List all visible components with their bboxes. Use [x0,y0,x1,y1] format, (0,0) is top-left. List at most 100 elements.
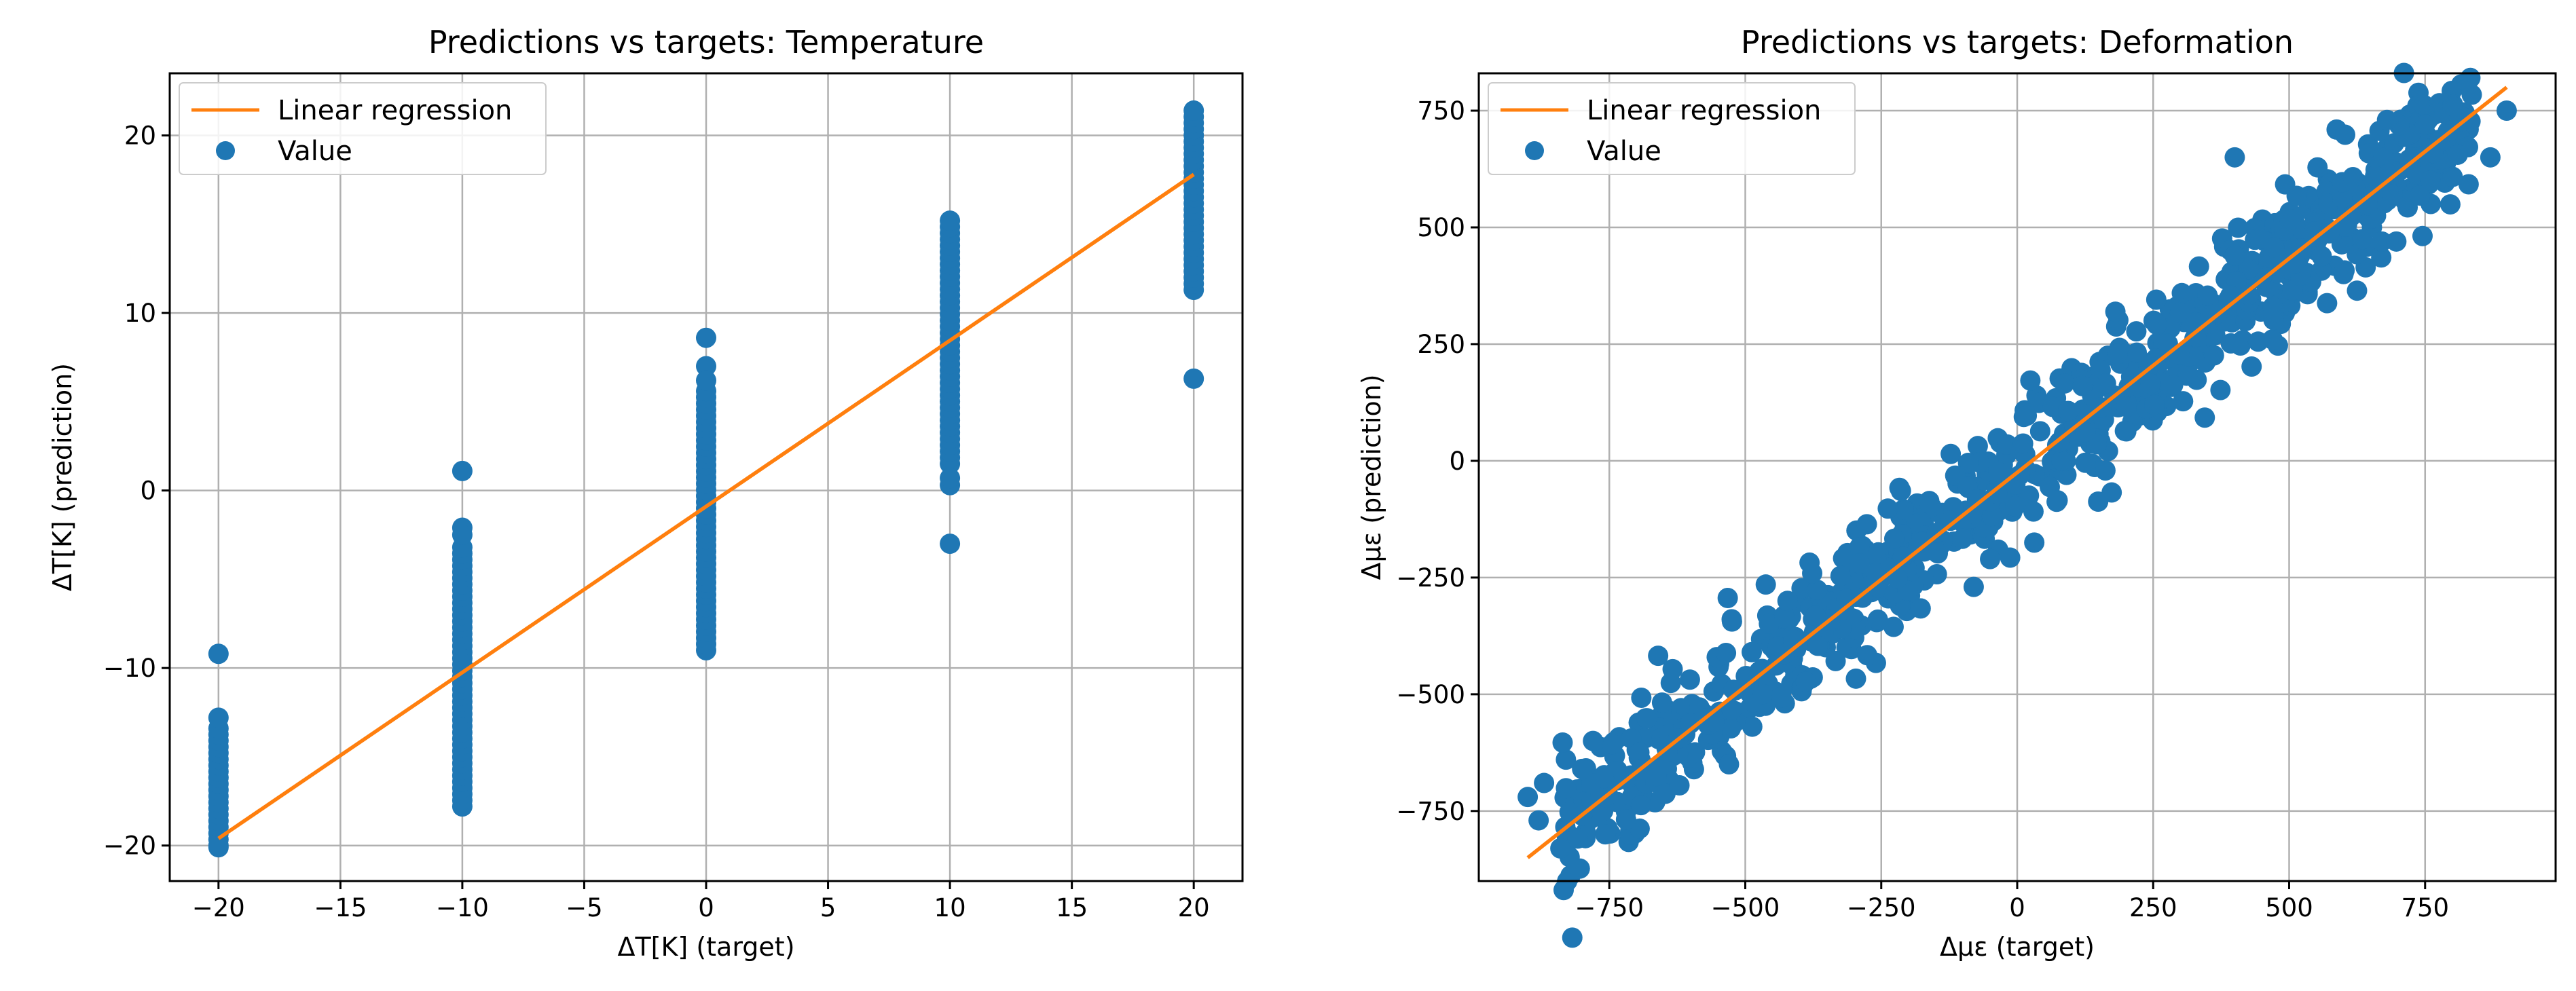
deformation-data-point [2143,394,2165,415]
deformation-data-point [1721,699,1742,720]
deformation-data-point [2382,184,2403,205]
temperature-x-tick-label: −20 [192,893,245,922]
deformation-data-point [2012,433,2034,454]
deformation-data-point [1680,713,1701,734]
deformation-data-point [1669,774,1690,796]
deformation-data-point [1662,658,1683,679]
deformation-data-point [2414,114,2435,135]
temperature-y-axis-label: ΔT[K] (prediction) [48,363,77,591]
temperature-data-point [208,707,229,728]
deformation-data-point [1648,646,1669,667]
deformation-data-point [1718,754,1740,775]
deformation-data-point [2105,301,2126,322]
temperature-y-tick-label: 0 [140,476,156,506]
deformation-regression-line [1526,86,2508,859]
deformation-x-tick-label: 0 [2009,893,2025,922]
temperature-x-tick-label: −15 [314,893,367,922]
temperature-ticks: −20 −15 −10 −5 0 5 10 15 20 −20 −10 0 10 20 [103,121,1210,922]
deformation-data-point [2399,149,2420,170]
deformation-data-point [1550,838,1571,859]
deformation-data-point [1517,787,1539,808]
deformation-data-point [2281,209,2302,230]
deformation-data-point [1963,576,1984,597]
deformation-data-point [2020,370,2041,391]
temperature-title: Predictions vs targets: Temperature [428,24,984,60]
temperature-data-point [1183,100,1204,121]
deformation-data-point [2334,124,2355,145]
deformation-data-point [1892,546,1913,567]
deformation-data-point [2333,263,2354,284]
deformation-data-point [2371,247,2392,268]
deformation-data-point [2116,396,2137,417]
deformation-data-point [1849,553,1870,574]
deformation-data-point [1795,671,1816,692]
deformation-data-point [1807,635,1828,656]
deformation-data-point [1877,498,1898,519]
deformation-data-point [1717,587,1738,608]
deformation-data-point [1857,645,1878,666]
deformation-data-point [2095,460,2116,481]
deformation-data-point [1552,732,1573,753]
deformation-data-point [2047,490,2068,511]
deformation-data-point [2264,237,2285,258]
deformation-data-point [1553,880,1574,901]
deformation-y-tick-label: 750 [1417,96,1465,126]
deformation-data-point [1742,716,1763,737]
deformation-data-point [1528,810,1549,831]
deformation-data-point [1615,809,1636,830]
deformation-data-point [1716,642,1737,663]
deformation-data-point [1583,730,1604,751]
deformation-data-point [2107,343,2128,364]
deformation-regression-segment [1526,86,2508,859]
deformation-title: Predictions vs targets: Deformation [1741,24,2294,60]
deformation-data-point [1845,668,1866,689]
deformation-data-point [2414,94,2435,115]
deformation-data-point [2088,491,2109,512]
deformation-data-point [2017,405,2038,426]
temperature-data-point [696,370,716,391]
deformation-data-point [2173,391,2194,412]
temperature-data-point [208,643,229,665]
deformation-legend-value: Value [1587,136,1661,167]
temperature-data-point [940,210,961,231]
temperature-legend-value: Value [278,136,352,167]
temperature-regression-line [217,172,1195,840]
deformation-data-point [2372,231,2393,252]
deformation-data-point [2042,396,2063,417]
temperature-legend-linear-regression: Linear regression [278,95,512,126]
deformation-data-point [2228,217,2249,238]
deformation-data-point [1630,795,1651,816]
deformation-data-point [1651,692,1672,713]
deformation-legend-box [1488,82,1856,175]
deformation-data-point [2186,326,2207,348]
deformation-data-point [2188,256,2209,277]
deformation-data-point [2247,331,2268,352]
deformation-data-point [1738,669,1759,690]
deformation-data-point [2352,229,2373,250]
deformation-data-point [1957,453,1979,474]
deformation-x-tick-label: −250 [1847,893,1916,922]
temperature-x-tick-label: 15 [1056,893,1088,922]
deformation-data-point [2307,157,2328,178]
deformation-data-point [2051,450,2072,471]
temperature-x-tick-label: −5 [566,893,603,922]
deformation-data-point [1774,607,1795,629]
deformation-data-point [1830,565,1851,586]
deformation-data-point [2442,96,2463,117]
deformation-data-point [1893,499,1914,520]
deformation-data-point [1759,613,1780,634]
deformation-y-axis-label: Δμε (prediction) [1357,374,1386,580]
deformation-data-point [1802,563,1823,584]
deformation-data-point [2186,312,2207,333]
deformation-data-point [1534,772,1555,793]
deformation-data-point [2285,253,2306,274]
deformation-data-point [2440,194,2461,215]
temperature-y-tick-label: 10 [124,299,156,328]
deformation-data-point [2220,333,2241,354]
deformation-x-axis-label: Δμε (target) [1940,932,2095,962]
deformation-data-point [2126,321,2147,342]
deformation-data-point [1636,708,1657,729]
deformation-data-point [2442,166,2463,187]
deformation-data-point [1629,742,1650,763]
